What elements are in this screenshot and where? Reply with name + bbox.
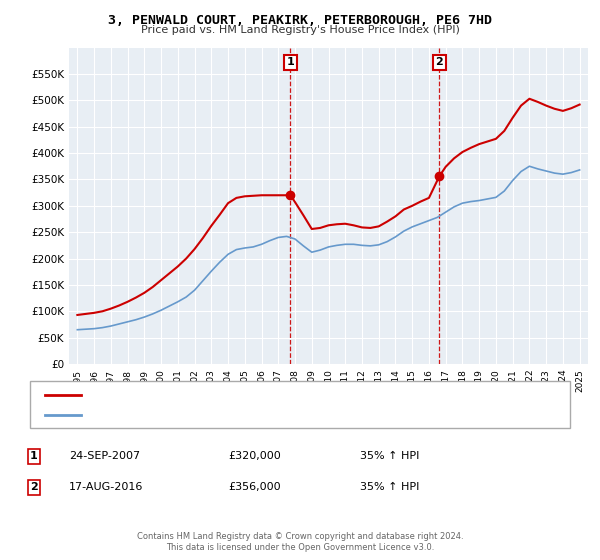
Text: 3, PENWALD COURT, PEAKIRK, PETERBOROUGH, PE6 7HD: 3, PENWALD COURT, PEAKIRK, PETERBOROUGH,… xyxy=(108,14,492,27)
Text: 35% ↑ HPI: 35% ↑ HPI xyxy=(360,482,419,492)
Text: 1: 1 xyxy=(287,57,295,67)
Text: Contains HM Land Registry data © Crown copyright and database right 2024.
This d: Contains HM Land Registry data © Crown c… xyxy=(137,532,463,552)
Text: 2: 2 xyxy=(30,482,38,492)
Text: 3, PENWALD COURT, PEAKIRK, PETERBOROUGH, PE6 7HD (detached house): 3, PENWALD COURT, PEAKIRK, PETERBOROUGH,… xyxy=(90,390,461,400)
Text: 1: 1 xyxy=(30,451,38,461)
Text: £356,000: £356,000 xyxy=(228,482,281,492)
Text: HPI: Average price, detached house, City of Peterborough: HPI: Average price, detached house, City… xyxy=(90,410,371,420)
Text: 17-AUG-2016: 17-AUG-2016 xyxy=(69,482,143,492)
Text: 24-SEP-2007: 24-SEP-2007 xyxy=(69,451,140,461)
Text: £320,000: £320,000 xyxy=(228,451,281,461)
Text: 35% ↑ HPI: 35% ↑ HPI xyxy=(360,451,419,461)
Text: 2: 2 xyxy=(436,57,443,67)
Text: Price paid vs. HM Land Registry's House Price Index (HPI): Price paid vs. HM Land Registry's House … xyxy=(140,25,460,35)
